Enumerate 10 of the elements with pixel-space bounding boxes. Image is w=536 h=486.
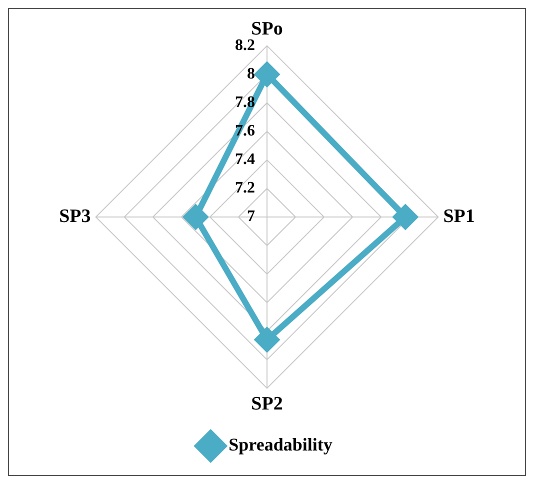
spoke-label: SP1 <box>443 206 475 227</box>
y-tick-label: 8 <box>247 65 255 82</box>
spoke-label: SP2 <box>251 394 283 415</box>
y-tick-label: 7.2 <box>235 180 255 197</box>
spoke-label: SPo <box>251 18 283 40</box>
spoke-label: SP3 <box>59 206 91 227</box>
y-tick-label: 8.2 <box>235 36 255 54</box>
y-tick-label: 7 <box>247 208 255 226</box>
legend-label: Spreadability <box>228 434 332 455</box>
y-tick-label: 7.4 <box>235 151 255 168</box>
